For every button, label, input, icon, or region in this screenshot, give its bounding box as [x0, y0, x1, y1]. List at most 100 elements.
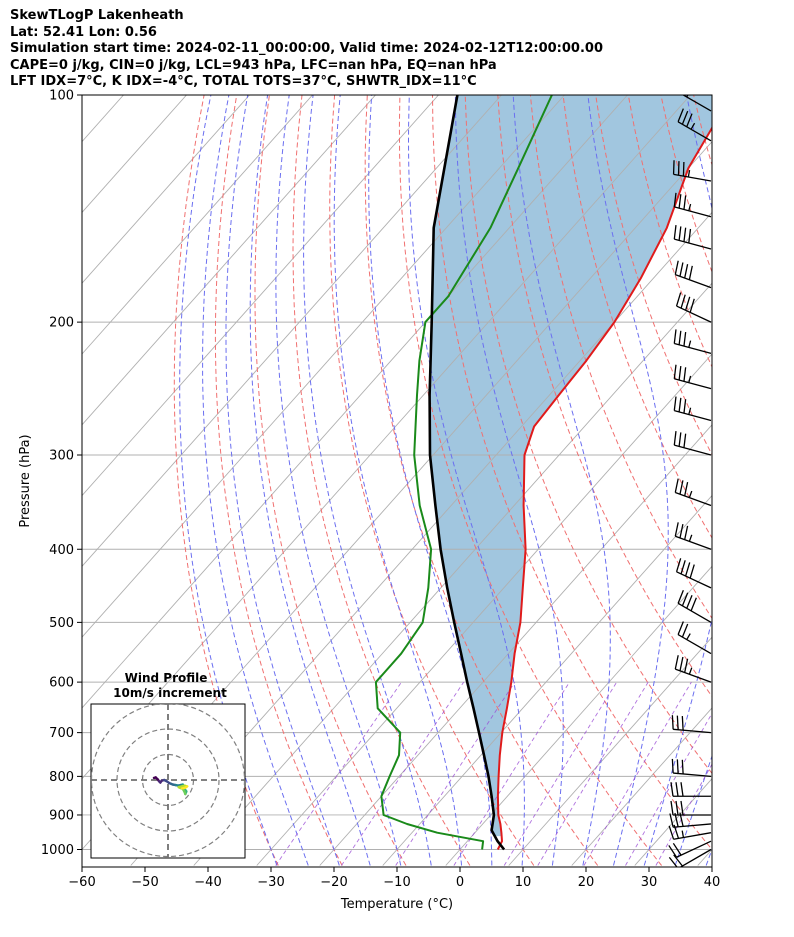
barb-full-flag: [680, 294, 686, 309]
x-tick: −40: [194, 867, 222, 890]
barb-staff: [677, 121, 712, 142]
barb-half-flag: [686, 95, 689, 98]
barb-full-flag: [677, 108, 684, 123]
barb-staff: [679, 848, 712, 867]
barb-full-flag: [683, 227, 687, 242]
dry-adiabat: [292, 95, 471, 866]
barb-staff: [674, 444, 712, 456]
barb-full-flag: [681, 623, 689, 638]
y-tick: 1000: [41, 843, 82, 858]
x-tick: 40: [704, 867, 721, 890]
isotherm-line: [82, 95, 565, 638]
barb-full-flag: [674, 478, 679, 493]
moist-adiabat: [705, 848, 712, 866]
isotherm-line: [319, 424, 712, 866]
barb-staff: [676, 305, 712, 323]
barb-full-flag: [689, 564, 695, 579]
chart-header: SkewTLogP Lakenheath Lat: 52.41 Lon: 0.5…: [10, 8, 603, 91]
barb-half-flag: [686, 633, 691, 640]
barb-half-flag: [688, 203, 692, 211]
barb-full-flag: [683, 433, 687, 448]
barb-full-flag: [673, 396, 677, 411]
x-tick-label: 30: [641, 875, 658, 890]
barb-full-flag: [675, 800, 679, 816]
barb-staff: [674, 410, 712, 422]
barb-half-flag: [690, 122, 696, 130]
cin-shaded-area: [429, 95, 712, 837]
x-tick-label: −50: [131, 875, 158, 890]
y-ticks: 100 200 300 400 500 600 700 800 900 1000: [41, 89, 82, 858]
barb-staff: [673, 832, 712, 840]
isotherm-line: [445, 565, 712, 866]
x-tick-label: −30: [257, 875, 284, 890]
barb-full-flag: [674, 522, 679, 537]
barb-full-flag: [679, 262, 684, 277]
barb-full-flag: [685, 562, 691, 577]
barb-staff: [676, 571, 712, 589]
x-tick: −10: [383, 867, 411, 890]
isotherm-line: [82, 95, 313, 355]
mixing-ratio-line: [395, 681, 516, 866]
barb-staff: [673, 823, 712, 828]
x-tick: −50: [131, 867, 159, 890]
y-tick-label: 700: [49, 726, 74, 741]
barb-full-flag: [678, 330, 682, 345]
barb-full-flag: [675, 558, 682, 572]
barb-half-flag: [688, 667, 693, 675]
barb-full-flag: [678, 226, 682, 241]
y-tick-label: 900: [49, 808, 74, 823]
barb-half-flag: [688, 375, 692, 383]
barb-staff: [675, 668, 712, 683]
wind-barb: [677, 621, 712, 655]
index-line: LFT IDX=7°C, K IDX=-4°C, TOTAL TOTS=37°C…: [10, 74, 477, 89]
hodograph-ring: [116, 728, 220, 832]
barb-full-flag: [678, 432, 682, 447]
barb-full-flag: [690, 597, 697, 612]
moist-adiabat: [275, 95, 402, 866]
barb-full-flag: [681, 716, 684, 731]
x-tick-label: 40: [704, 875, 721, 890]
barb-full-flag: [678, 194, 682, 209]
time-line: Simulation start time: 2024-02-11_00:00:…: [10, 41, 603, 56]
x-tick-label: 0: [456, 875, 464, 890]
wind-barb: [673, 225, 712, 250]
dry-adiabat: [214, 95, 343, 866]
moist-adiabat: [512, 95, 611, 866]
barb-full-flag: [685, 296, 691, 311]
moist-adiabat: [225, 95, 340, 866]
y-tick: 600: [49, 676, 82, 691]
barb-staff: [674, 206, 712, 218]
moist-adiabats: [179, 95, 712, 866]
barb-full-flag: [684, 658, 689, 673]
barb-full-flag: [682, 81, 687, 94]
y-tick-label: 800: [49, 770, 74, 785]
isotherm-line: [82, 95, 628, 709]
barb-full-flag: [678, 79, 683, 92]
mixing-ratio-line: [453, 681, 570, 866]
barb-full-flag: [681, 110, 689, 125]
isotherm-line: [82, 95, 502, 568]
barb-full-flag: [679, 523, 684, 539]
y-tick: 200: [49, 316, 82, 331]
barb-staff: [674, 378, 712, 390]
wind-barb: [670, 800, 711, 816]
isotherm-line: [82, 95, 439, 497]
barb-staff: [674, 342, 712, 354]
barb-full-flag: [674, 655, 679, 670]
inset-subtitle: 10m/s increment: [113, 686, 227, 700]
barb-full-flag: [681, 592, 689, 607]
mixing-ratio-lines: [275, 681, 712, 866]
barb-half-flag: [687, 169, 691, 178]
barb-full-flag: [684, 481, 689, 497]
mixing-ratio-line: [583, 681, 692, 866]
barb-full-flag: [688, 228, 692, 244]
x-tick: −20: [320, 867, 348, 890]
dry-adiabat: [529, 95, 712, 620]
barb-full-flag: [669, 813, 674, 828]
x-tick: 10: [515, 867, 531, 890]
barb-full-flag: [670, 800, 674, 816]
barb-full-flag: [673, 364, 677, 379]
y-tick-label: 400: [49, 543, 74, 558]
x-tick: −60: [68, 867, 96, 890]
barb-full-flag: [680, 800, 684, 816]
